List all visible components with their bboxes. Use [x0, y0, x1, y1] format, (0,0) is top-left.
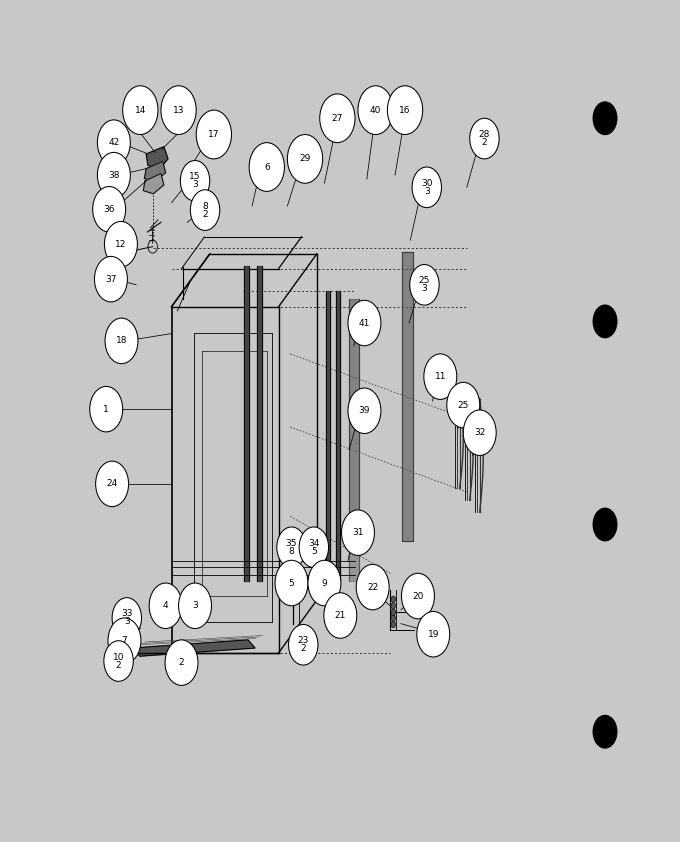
Text: 41: 41 — [359, 318, 370, 328]
Circle shape — [277, 527, 306, 568]
Circle shape — [249, 142, 284, 191]
Text: 39: 39 — [358, 407, 370, 415]
Circle shape — [105, 221, 137, 267]
Circle shape — [92, 187, 126, 232]
Circle shape — [108, 618, 141, 663]
Circle shape — [348, 301, 381, 346]
Text: 31: 31 — [352, 528, 364, 537]
Polygon shape — [143, 173, 164, 194]
Circle shape — [388, 86, 423, 135]
Circle shape — [104, 641, 133, 681]
Circle shape — [593, 509, 617, 541]
Circle shape — [105, 318, 138, 364]
Text: 33
3: 33 3 — [121, 610, 133, 626]
Text: 1: 1 — [103, 405, 109, 413]
Circle shape — [417, 611, 449, 657]
Polygon shape — [146, 147, 168, 168]
Circle shape — [463, 410, 496, 456]
Text: 18: 18 — [116, 337, 127, 345]
Text: 42: 42 — [108, 138, 120, 147]
Circle shape — [179, 583, 211, 628]
Text: 16: 16 — [399, 105, 411, 115]
Text: 11: 11 — [435, 372, 446, 381]
Circle shape — [424, 354, 457, 399]
Polygon shape — [144, 162, 166, 182]
Circle shape — [348, 388, 381, 434]
Circle shape — [180, 161, 209, 201]
Text: 25
3: 25 3 — [419, 276, 430, 293]
Circle shape — [356, 564, 389, 610]
Text: 5: 5 — [288, 578, 294, 588]
Circle shape — [122, 86, 158, 135]
Circle shape — [341, 510, 375, 556]
Circle shape — [447, 382, 479, 428]
Text: 29: 29 — [299, 154, 311, 163]
Circle shape — [320, 94, 355, 142]
Text: 21: 21 — [335, 611, 346, 620]
Circle shape — [358, 86, 393, 135]
Circle shape — [299, 527, 328, 568]
Circle shape — [308, 560, 341, 605]
Text: 8
2: 8 2 — [202, 201, 208, 219]
Text: 4: 4 — [163, 601, 169, 610]
Text: 2: 2 — [179, 658, 184, 667]
Text: 24: 24 — [107, 479, 118, 488]
Circle shape — [190, 189, 220, 231]
Text: 35
8: 35 8 — [286, 539, 297, 556]
Circle shape — [288, 135, 323, 184]
Text: 23
2: 23 2 — [298, 637, 309, 653]
Text: 10
2: 10 2 — [113, 653, 124, 669]
Text: 36: 36 — [103, 205, 115, 214]
Text: 27: 27 — [332, 114, 343, 123]
Circle shape — [288, 625, 318, 665]
Circle shape — [90, 386, 122, 432]
Circle shape — [97, 152, 131, 198]
Text: 40: 40 — [370, 105, 381, 115]
Circle shape — [197, 110, 231, 159]
Circle shape — [149, 583, 182, 628]
Text: 3: 3 — [192, 601, 198, 610]
Text: 22: 22 — [367, 583, 378, 592]
Circle shape — [412, 167, 441, 208]
Text: 13: 13 — [173, 105, 184, 115]
Text: 19: 19 — [428, 630, 439, 639]
Text: 7: 7 — [122, 637, 127, 645]
Circle shape — [401, 573, 435, 619]
Text: 38: 38 — [108, 171, 120, 179]
Text: 12: 12 — [115, 240, 126, 248]
Text: 17: 17 — [208, 130, 220, 139]
Circle shape — [593, 305, 617, 338]
Circle shape — [391, 615, 396, 621]
Circle shape — [593, 102, 617, 135]
Text: 37: 37 — [105, 274, 117, 284]
Text: 9: 9 — [322, 578, 327, 588]
Circle shape — [95, 256, 127, 302]
Circle shape — [391, 603, 396, 609]
Text: 25: 25 — [458, 401, 469, 409]
Circle shape — [391, 609, 396, 616]
Circle shape — [324, 593, 357, 638]
Circle shape — [410, 264, 439, 305]
Text: 6: 6 — [264, 163, 270, 172]
Text: 20: 20 — [412, 592, 424, 600]
Text: 32: 32 — [474, 429, 486, 437]
Polygon shape — [133, 640, 255, 656]
Circle shape — [391, 621, 396, 628]
Text: 30
3: 30 3 — [421, 179, 432, 196]
Circle shape — [275, 560, 308, 605]
Circle shape — [161, 86, 197, 135]
Circle shape — [96, 461, 129, 507]
Text: 28
2: 28 2 — [479, 131, 490, 147]
Circle shape — [97, 120, 131, 165]
Circle shape — [391, 596, 396, 603]
Text: 15
3: 15 3 — [189, 173, 201, 189]
Circle shape — [112, 598, 141, 638]
Text: 34
5: 34 5 — [308, 539, 320, 556]
Text: 14: 14 — [135, 105, 146, 115]
Circle shape — [470, 118, 499, 159]
Circle shape — [593, 716, 617, 748]
Circle shape — [165, 640, 198, 685]
